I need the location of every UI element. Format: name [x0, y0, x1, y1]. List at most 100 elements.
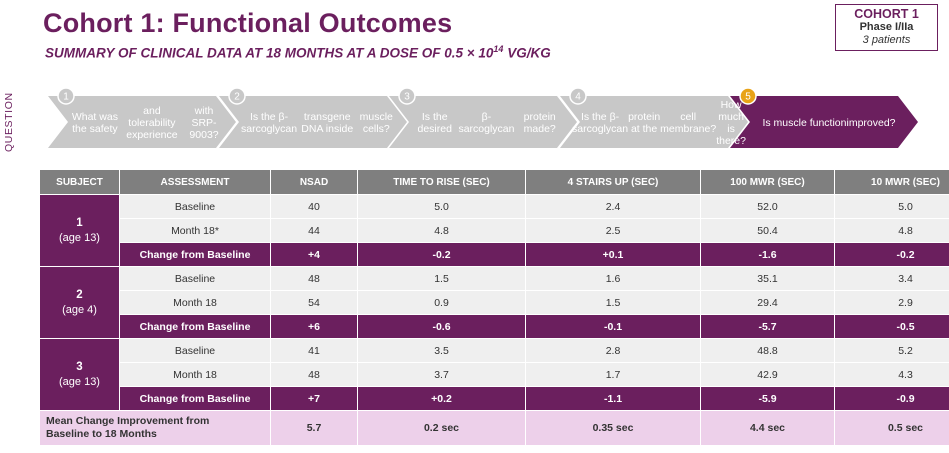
chevron-shape: [219, 96, 407, 148]
step-text-line: Is the β-sarcoglycan: [241, 111, 298, 135]
step-number: 5: [745, 92, 751, 103]
value-cell: 4.3: [834, 362, 949, 387]
step-number-circle: [57, 87, 75, 105]
value-cell: -0.2: [357, 242, 526, 267]
value-cell: -0.2: [834, 242, 949, 267]
header-assessment: ASSESSMENT: [119, 169, 271, 195]
mean-value-cell: 4.4 sec: [700, 410, 835, 446]
value-cell: 1.5: [525, 290, 701, 315]
step-text-line: improved?: [846, 117, 896, 129]
value-cell: +0.1: [525, 242, 701, 267]
subject-id: 2: [76, 288, 83, 301]
step-text-line: cell membrane?: [660, 111, 717, 135]
value-cell: 2.9: [834, 290, 949, 315]
subtitle-exponent: 14: [493, 44, 504, 54]
step-text-line: protein at the: [628, 111, 661, 135]
question-step-5-text: Is muscle function improved?: [752, 100, 906, 146]
assessment-cell: Month 18*: [119, 218, 271, 243]
table-header-row: SUBJECT ASSESSMENT NSAD TIME TO RISE (SE…: [39, 169, 949, 195]
value-cell: 2.8: [525, 338, 701, 363]
step-number: 1: [63, 92, 69, 103]
cohort-badge-title: COHORT 1: [854, 7, 919, 21]
header-100-mwr: 100 MWR (SEC): [700, 169, 835, 195]
step-text-line: with SRP-9003?: [189, 105, 219, 141]
value-cell: -1.6: [700, 242, 835, 267]
step-text-line: Is the desired: [417, 111, 452, 135]
value-cell: 5.0: [834, 194, 949, 219]
step-number-circle: [569, 87, 587, 105]
value-cell: 4.8: [834, 218, 949, 243]
question-step-1: 1: [48, 87, 236, 148]
question-step-5: 5: [730, 87, 918, 148]
assessment-cell: Baseline: [119, 266, 271, 291]
step-text-line: Is the β-sarcoglycan: [572, 111, 629, 135]
mean-value-cell: 0.5 sec: [834, 410, 949, 446]
subtitle-unit: VG/KG: [503, 45, 551, 61]
step-text-line: What was the safety: [71, 111, 118, 135]
subject-cell: 2 (age 4): [39, 266, 120, 339]
mean-label-line2: Baseline to 18 Months: [46, 428, 157, 440]
value-cell: -5.7: [700, 314, 835, 339]
value-cell: +4: [270, 242, 358, 267]
step-text-line: β-sarcoglycan: [458, 111, 515, 135]
subject-id: 3: [76, 360, 83, 373]
table-row: Month 18 54 0.9 1.5 29.4 2.9: [40, 290, 949, 315]
question-step-4: 4: [560, 87, 748, 148]
value-cell: +7: [270, 386, 358, 411]
subject-age: (age 4): [62, 303, 97, 316]
step-text-line: and tolerability experience: [126, 105, 178, 141]
value-cell: 42.9: [700, 362, 835, 387]
step-number: 2: [234, 92, 240, 103]
value-cell: 5.0: [357, 194, 526, 219]
table-body: 1 (age 13) Baseline 40 5.0 2.4 52.0 5.0 Month 18…: [39, 194, 949, 446]
value-cell: 48: [270, 266, 358, 291]
value-cell: -1.1: [525, 386, 701, 411]
step-text-line: transgene DNA inside: [301, 111, 354, 135]
value-cell: +0.2: [357, 386, 526, 411]
assessment-cell: Change from Baseline: [119, 386, 271, 411]
change-row: Change from Baseline +4 -0.2 +0.1 -1.6 -0.2: [40, 242, 949, 267]
assessment-cell: Change from Baseline: [119, 314, 271, 339]
value-cell: -0.1: [525, 314, 701, 339]
table-row: 1 (age 13) Baseline 40 5.0 2.4 52.0 5.0: [39, 194, 949, 267]
cohort-badge: COHORT 1 Phase I/IIa 3 patients: [835, 4, 938, 51]
cohort-badge-phase: Phase I/IIa: [859, 21, 914, 33]
value-cell: -0.9: [834, 386, 949, 411]
page-subtitle: SUMMARY OF CLINICAL DATA AT 18 MONTHS AT…: [45, 44, 551, 61]
chevron-shape: [389, 96, 577, 148]
assessment-cell: Baseline: [119, 338, 271, 363]
question-step-3: 3: [389, 87, 577, 148]
mean-label: Mean Change Improvement from Baseline to …: [39, 410, 271, 446]
value-cell: +6: [270, 314, 358, 339]
value-cell: 3.7: [357, 362, 526, 387]
table-row: 3 (age 13) Baseline 41 3.5 2.8 48.8 5.2: [39, 338, 949, 411]
value-cell: 5.2: [834, 338, 949, 363]
value-cell: 1.6: [525, 266, 701, 291]
page-title: Cohort 1: Functional Outcomes: [43, 8, 453, 38]
step-number-circle: [398, 87, 416, 105]
question-step-1-text: What was the safety and tolerability expe…: [70, 100, 224, 146]
subject-cell: 3 (age 13): [39, 338, 120, 411]
value-cell: 1.7: [525, 362, 701, 387]
assessment-cell: Change from Baseline: [119, 242, 271, 267]
value-cell: 3.4: [834, 266, 949, 291]
cohort-badge-patients: 3 patients: [862, 34, 911, 46]
subtitle-main: SUMMARY OF CLINICAL DATA AT 18 MONTHS AT…: [45, 45, 494, 61]
value-cell: 2.5: [525, 218, 701, 243]
question-flow: 1 2 3 4 5: [48, 87, 918, 148]
value-cell: 48.8: [700, 338, 835, 363]
value-cell: 41: [270, 338, 358, 363]
step-number-circle: [739, 87, 757, 105]
mean-label-line1: Mean Change Improvement from: [46, 415, 210, 427]
value-cell: 54: [270, 290, 358, 315]
step-text-line: How much is there?: [716, 99, 746, 147]
mean-value-cell: 0.35 sec: [525, 410, 701, 446]
value-cell: 4.8: [357, 218, 526, 243]
change-row: Change from Baseline +6 -0.6 -0.1 -5.7 -0.5: [40, 314, 949, 339]
value-cell: 3.5: [357, 338, 526, 363]
table-row: Month 18* 44 4.8 2.5 50.4 4.8: [40, 218, 949, 243]
question-step-4-text: Is the β-sarcoglycan protein at the cell m…: [572, 98, 746, 148]
value-cell: 52.0: [700, 194, 835, 219]
header-time-to-rise: TIME TO RISE (SEC): [357, 169, 526, 195]
subject-id: 1: [76, 216, 83, 229]
